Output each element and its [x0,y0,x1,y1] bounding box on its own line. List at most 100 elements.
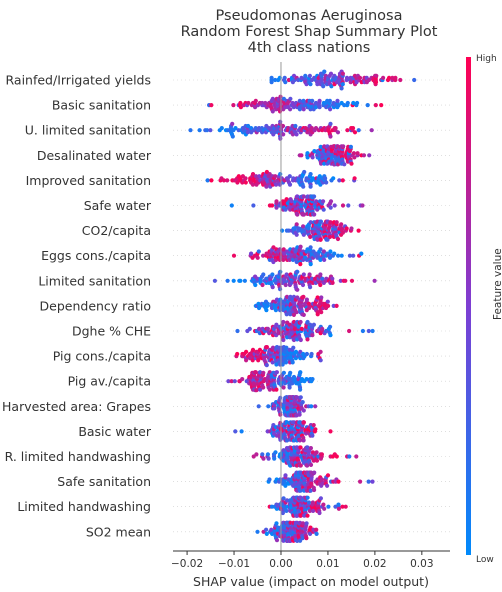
x-tick-label: −0.01 [218,558,250,570]
shap-point [341,144,346,149]
shap-point [306,500,312,505]
shap-point [301,224,306,229]
shap-point [345,128,350,133]
shap-point [340,230,345,235]
feature-label: Pig av./capita [68,374,151,389]
shap-point [355,151,360,156]
shap-point [324,180,329,185]
shap-point [360,328,365,334]
shap-point [295,295,300,300]
shap-point [284,197,289,202]
shap-point [381,75,386,80]
shap-point [373,103,378,108]
shap-point [340,504,345,509]
shap-point [243,176,248,181]
shap-point [309,351,314,357]
shap-point [266,404,271,409]
shap-point [281,496,286,501]
feature-label: Limited sanitation [38,273,151,288]
shap-point [298,445,303,450]
colorbar-gradient [466,57,471,555]
shap-point [270,285,275,290]
shap-point [246,100,251,106]
shap-point [233,429,238,434]
shap-point [253,370,258,375]
shap-point [303,73,308,78]
shap-point [253,105,258,110]
shap-point [334,220,339,225]
shap-point [297,438,302,443]
shap-point [288,370,293,375]
feature-label: Eggs cons./capita [41,248,151,263]
shap-point [328,121,333,126]
shap-point [300,400,305,405]
shap-point [322,257,327,262]
shap-point [288,96,293,101]
shap-point [308,245,313,250]
shap-point [374,73,379,78]
shap-point [238,105,243,110]
shap-point [251,203,256,208]
shap-point [318,282,323,288]
shap-point [308,285,313,290]
shap-point [347,454,352,459]
shap-point [249,126,254,131]
shap-point [231,103,236,108]
shap-point [208,128,213,133]
shap-point [339,253,344,258]
shap-point [325,483,330,488]
shap-point [348,144,353,149]
shap-point [305,463,310,468]
shap-point [321,249,326,254]
shap-point [209,103,214,108]
shap-point [336,502,341,507]
shap-point [247,326,252,331]
x-tick-label: 0.01 [316,558,339,570]
shap-point [337,178,342,183]
shap-point [289,280,294,285]
shap-point [318,272,323,277]
shap-point [319,452,324,457]
shap-point [283,207,288,212]
shap-point [267,172,272,177]
shap-point [243,180,248,185]
shap-point [387,75,392,80]
shap-point [310,155,315,160]
shap-point [274,521,279,526]
shap-point [328,429,333,434]
shap-point [314,531,319,537]
shap-point [298,538,303,543]
shap-point [233,126,238,131]
feature-label: Pig cons./capita [53,349,151,364]
shap-point [260,452,265,457]
shap-point [305,337,310,342]
shap-point [298,513,303,518]
shap-point [340,178,345,183]
shap-point [272,456,277,461]
chart-title-line-3: 4th class nations [248,40,371,56]
shap-point [287,182,293,187]
shap-point [336,479,341,484]
shap-point [354,454,359,459]
shap-point [343,278,348,283]
shap-point [250,172,256,177]
shap-point [301,312,306,317]
shap-point [318,237,323,242]
shap-point [318,349,323,354]
shap-point [253,282,258,288]
shap-point [312,194,317,199]
shap-point [239,429,244,434]
shap-point [393,75,398,80]
shap-point [314,458,320,463]
shap-point [317,510,322,516]
shap-point [301,107,306,112]
shap-point [267,477,272,482]
shap-point [304,521,309,526]
x-axis: −0.02 −0.01 0.00 0.01 0.02 0.03 [171,550,450,570]
shap-point [281,319,286,325]
shap-point [309,404,314,409]
colorbar-low-label: Low [476,555,494,565]
shap-point [291,345,296,350]
shap-point [320,481,325,486]
shap-point [333,126,338,131]
